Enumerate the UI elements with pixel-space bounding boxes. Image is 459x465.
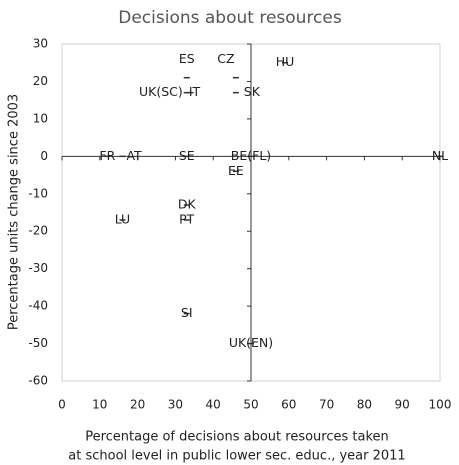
point-label: SI [181, 305, 193, 320]
y-tick-label: 10 [33, 111, 48, 125]
point-label: NL [432, 148, 448, 163]
point-label: EE [228, 163, 244, 178]
y-tick-label: -20 [28, 224, 48, 238]
x-tick-label: 40 [206, 398, 221, 412]
point-label: AT [126, 148, 142, 163]
x-tick-label: 10 [92, 398, 107, 412]
point-label: UK(EN) [229, 335, 273, 350]
point-label: SE [179, 148, 195, 163]
y-tick-label: -50 [28, 336, 48, 350]
x-tick-label: 90 [395, 398, 410, 412]
point-label: PT [179, 211, 195, 226]
x-axis-title: at school level in public lower sec. edu… [68, 449, 405, 464]
point-label: FR [99, 148, 115, 163]
y-tick-label: -60 [28, 374, 48, 388]
x-tick-label: 0 [58, 398, 66, 412]
y-tick-label: -30 [28, 261, 48, 275]
x-axis-title: Percentage of decisions about resources … [85, 430, 389, 445]
y-axis-title: Percentage units change since 2003 [7, 94, 22, 330]
x-tick-label: 70 [319, 398, 334, 412]
point-label: CZ [217, 51, 234, 66]
y-tick-label: -40 [28, 299, 48, 313]
point-label: SK [244, 84, 261, 99]
y-tick-label: -10 [28, 186, 48, 200]
point-label: BE(FL) [231, 148, 271, 163]
point-label: IT [189, 84, 201, 99]
x-tick-label: 30 [168, 398, 183, 412]
x-tick-label: 50 [243, 398, 258, 412]
x-tick-label: 80 [357, 398, 372, 412]
point-label: HU [276, 54, 295, 69]
point-label: LU [115, 211, 131, 226]
point-label: UK(SC) [139, 84, 183, 99]
x-tick-label: 100 [429, 398, 452, 412]
y-tick-label: 30 [33, 37, 48, 51]
point-label: DK [178, 197, 197, 212]
x-tick-label: 60 [281, 398, 296, 412]
y-tick-label: 0 [40, 149, 48, 163]
x-tick-label: 20 [130, 398, 145, 412]
point-label: ES [179, 51, 195, 66]
y-tick-label: 20 [33, 74, 48, 88]
chart-title: Decisions about resources [118, 8, 342, 28]
